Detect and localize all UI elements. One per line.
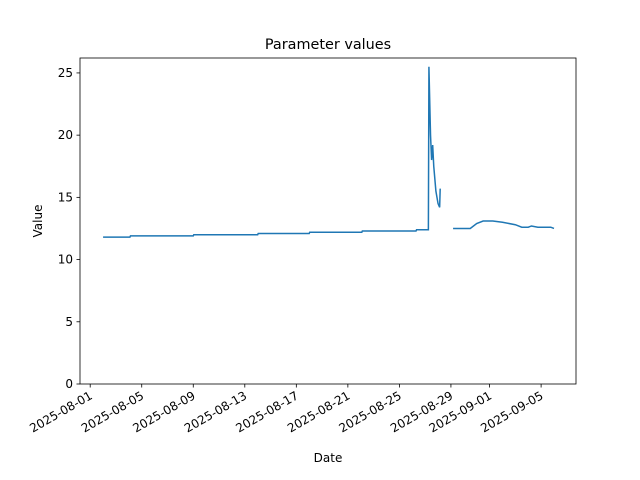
y-tick-label: 25 xyxy=(58,66,73,80)
y-tick-label: 0 xyxy=(65,377,73,391)
y-tick-label: 10 xyxy=(58,253,73,267)
y-tick-label: 15 xyxy=(58,190,73,204)
y-axis-label: Value xyxy=(31,205,45,238)
y-tick-label: 5 xyxy=(65,315,73,329)
x-axis-label: Date xyxy=(314,451,343,465)
data-line xyxy=(103,66,555,238)
plot-frame xyxy=(79,57,577,385)
chart-title: Parameter values xyxy=(265,37,391,53)
y-tick-label: 20 xyxy=(58,128,73,142)
